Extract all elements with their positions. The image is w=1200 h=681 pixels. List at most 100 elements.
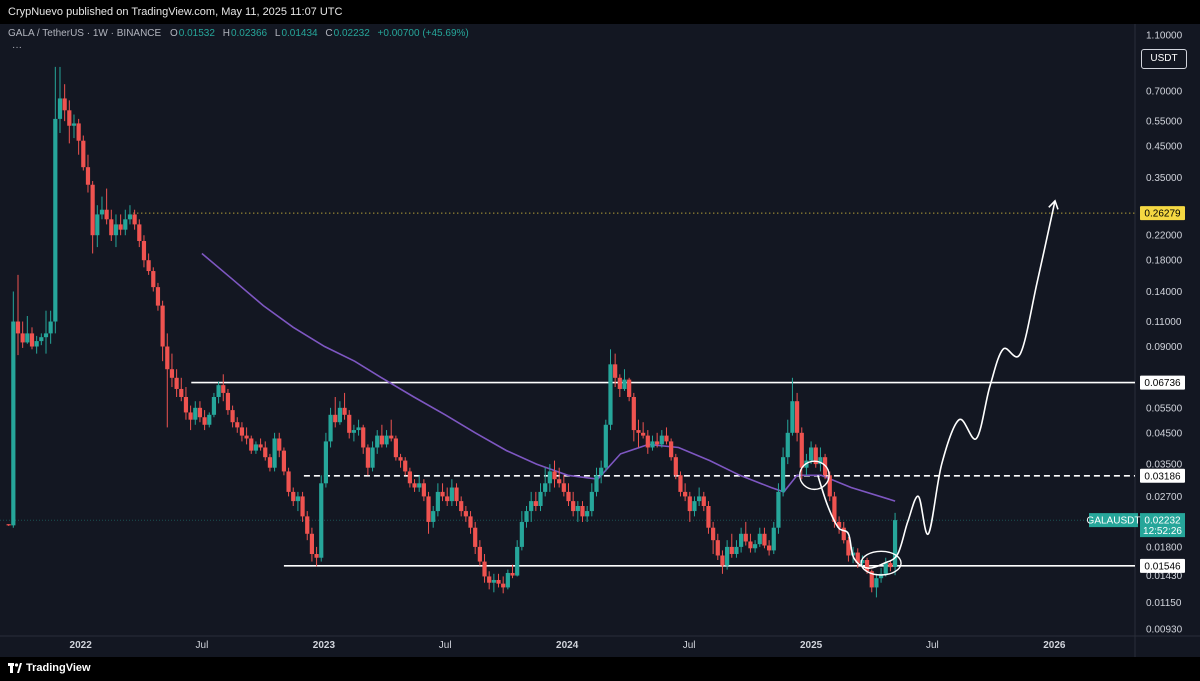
candle-body	[393, 438, 398, 458]
candle	[375, 430, 380, 454]
candle-body	[533, 501, 538, 506]
candle	[767, 540, 772, 556]
candle-body	[636, 430, 641, 433]
legend-open: 0.01532	[178, 28, 215, 39]
candle	[263, 441, 268, 461]
candle-body	[99, 209, 105, 215]
candle-body	[771, 527, 776, 551]
candle	[608, 349, 613, 431]
legend-symbol[interactable]: GALA / TetherUS · 1W · BINANCE	[8, 28, 162, 39]
candle	[473, 521, 478, 555]
candle	[683, 483, 688, 502]
legend-open-label: O	[169, 28, 178, 39]
candle-body	[165, 346, 170, 370]
current-label-bg	[1140, 513, 1185, 538]
footer-brand[interactable]: TradingView	[26, 662, 91, 674]
candle	[221, 374, 226, 402]
y-tick-label: 0.05500	[1146, 403, 1183, 414]
candle	[267, 453, 273, 472]
y-tick-label: 0.04500	[1146, 428, 1183, 439]
candle-body	[860, 560, 865, 564]
legend-more-button[interactable]: ···	[12, 42, 22, 53]
candle-body	[25, 333, 30, 343]
candle-body	[613, 364, 618, 378]
level-label-text: 0.01546	[1144, 561, 1181, 572]
candle-body	[337, 407, 343, 423]
candle-body	[151, 271, 156, 288]
candle	[202, 410, 207, 431]
currency-button[interactable]: USDT	[1141, 49, 1187, 69]
candle	[860, 555, 865, 568]
candle	[617, 374, 622, 397]
candle	[62, 84, 67, 122]
candle	[319, 475, 324, 562]
candle	[151, 267, 156, 292]
candle-body	[76, 123, 81, 141]
candle	[613, 353, 618, 388]
chart-area[interactable]: 1.100000.900000.700000.550000.450000.350…	[0, 24, 1200, 657]
y-tick-label: 0.00930	[1146, 625, 1183, 636]
candle-body	[547, 471, 552, 484]
candle	[771, 521, 776, 555]
candle-body	[118, 224, 123, 230]
candle	[888, 560, 893, 572]
symbol-label: GALAUSDT	[1087, 513, 1140, 528]
candle	[697, 487, 702, 506]
candle-body	[515, 546, 520, 576]
price-chart[interactable]: 1.100000.900000.700000.550000.450000.350…	[0, 24, 1200, 657]
candle-body	[235, 422, 240, 428]
candle	[776, 483, 781, 534]
candle-body	[361, 427, 366, 448]
candle-body	[725, 546, 730, 566]
candle-body	[813, 447, 818, 465]
candle	[645, 430, 650, 454]
candle-body	[253, 444, 259, 451]
legend-close: 0.02232	[333, 28, 370, 39]
y-tick-label: 0.03500	[1146, 460, 1183, 471]
candle	[169, 353, 175, 388]
candle	[594, 467, 599, 497]
candle-body	[426, 496, 431, 522]
candle-body	[501, 583, 506, 588]
candle-body	[589, 491, 594, 512]
candle-body	[221, 385, 226, 393]
candle-body	[277, 438, 282, 451]
candle-body	[67, 110, 72, 126]
candle	[39, 333, 44, 346]
candle	[855, 548, 860, 568]
y-tick-label: 0.14000	[1146, 287, 1183, 298]
level-label-bg	[1140, 468, 1185, 483]
candle-body	[398, 457, 403, 461]
candle	[874, 573, 879, 598]
candle	[571, 491, 576, 517]
candle	[71, 114, 77, 139]
candle-body	[375, 435, 380, 448]
candle-body	[431, 511, 436, 522]
candle	[785, 419, 790, 465]
candle-body	[440, 491, 445, 497]
candle-body	[179, 388, 184, 397]
candle	[673, 453, 678, 480]
candle-body	[878, 573, 884, 579]
x-tick-label: 2024	[556, 640, 579, 651]
candle-body	[543, 483, 548, 492]
candle-body	[594, 475, 599, 492]
candle	[487, 571, 492, 590]
candle-body	[202, 417, 207, 425]
candle-body	[39, 337, 44, 342]
candle-body	[617, 377, 622, 389]
symbol-label-bg	[1089, 513, 1138, 528]
candle	[323, 432, 329, 488]
candle	[146, 253, 151, 275]
candle	[393, 435, 398, 461]
candle	[753, 540, 758, 553]
candle-body	[403, 460, 408, 472]
candle-body	[300, 496, 305, 517]
candle	[53, 66, 58, 334]
candle-body	[561, 483, 566, 492]
legend-change: +0.00700 (+45.69%)	[377, 28, 469, 39]
candle-body	[739, 533, 744, 547]
candle-body	[557, 479, 562, 484]
candle-body	[599, 467, 604, 476]
candle-body	[141, 241, 147, 261]
